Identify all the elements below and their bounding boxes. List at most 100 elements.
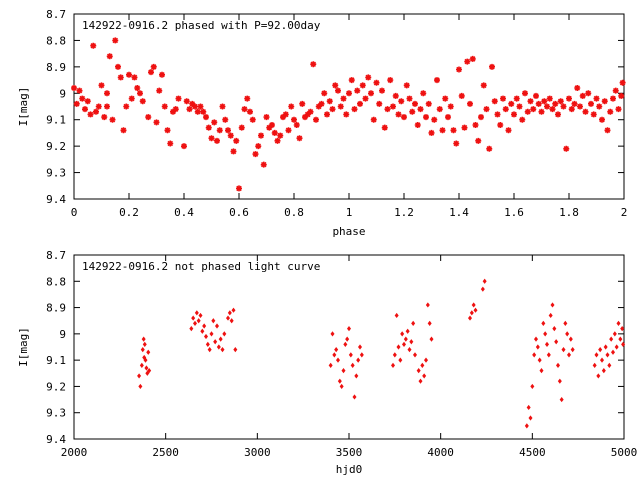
data-point [545,341,549,347]
data-point [280,114,286,121]
data-point [424,357,428,363]
data-point [526,404,531,411]
data-point [387,77,394,84]
data-point [126,71,132,78]
data-point [104,90,110,97]
data-point [84,98,91,105]
data-point [538,108,545,115]
data-point [401,114,407,121]
x-tick-label: 1.8 [559,206,579,219]
data-point [524,423,529,429]
data-point [337,103,344,110]
data-point [442,95,449,102]
data-point [471,302,476,308]
y-tick-label: 9.4 [46,193,66,206]
data-point [123,103,130,110]
data-point [334,347,339,353]
data-point [434,77,440,84]
data-point [524,108,531,115]
data-point [120,127,127,134]
data-point [603,344,608,350]
data-point [76,87,83,94]
data-point [461,124,468,131]
data-point [563,320,568,326]
plot-frame [73,254,625,440]
data-point [277,132,284,139]
x-tick-label: 2 [621,206,628,219]
data-point [618,92,625,99]
data-point [620,326,625,332]
data-point [148,69,154,76]
data-point [400,331,405,337]
data-point [205,124,212,131]
data-point [478,114,484,121]
data-point [213,339,218,345]
data-point [225,127,231,134]
data-point [137,90,143,97]
data-point [405,328,410,334]
data-point [321,90,328,97]
x-tick-label: 2500 [152,446,179,459]
data-point [211,119,218,126]
data-point [216,127,223,134]
x-tick-label: 0.4 [174,206,194,219]
data-point [356,357,361,363]
data-point [258,132,264,139]
data-point [427,320,432,326]
data-point [236,185,242,192]
x-axis-label: hjd0 [336,463,363,476]
data-point [596,103,603,110]
y-axis-label: I[mag] [17,87,30,127]
data-point [486,145,493,152]
data-point [358,344,362,350]
y-tick-label: 8.8 [46,275,66,288]
chart-title: 142922-0916.2 not phased light curve [82,260,320,273]
y-tick-label: 9.1 [46,354,66,367]
data-point [189,326,194,332]
data-point [191,315,196,321]
data-point [619,79,626,86]
data-point [516,103,523,110]
data-point [402,341,406,347]
data-point [241,106,248,113]
data-point [537,357,542,363]
data-point [453,140,460,147]
data-point [403,336,408,342]
data-point [502,106,509,113]
data-point [209,331,214,337]
data-point [563,145,570,152]
data-point [269,122,275,128]
data-point [412,100,418,107]
data-point [359,352,364,358]
x-tick-label: 3000 [244,446,271,459]
data-point [153,119,160,126]
x-tick-label: 0.6 [229,206,249,219]
y-tick-label: 9.1 [46,114,66,127]
data-point [215,323,219,329]
data-point [468,315,472,321]
data-point [104,103,110,110]
y-tick-label: 9.2 [46,140,66,153]
data-points [71,37,626,192]
data-point [348,77,355,84]
data-point [220,347,225,353]
data-point [244,95,251,102]
data-point [469,55,476,62]
data-point [192,103,198,110]
data-point [403,82,410,89]
data-point [530,383,535,390]
data-point [568,106,575,113]
data-point [409,339,414,345]
data-point [326,98,333,105]
data-point [263,114,270,121]
data-point [139,98,146,105]
data-point [302,114,308,121]
data-point [416,368,421,374]
data-point [362,95,369,102]
data-point [198,312,203,319]
data-point [233,347,238,353]
data-point [274,137,281,144]
data-point [285,127,292,134]
x-tick-label: 1.2 [394,206,414,219]
data-point [161,103,168,110]
